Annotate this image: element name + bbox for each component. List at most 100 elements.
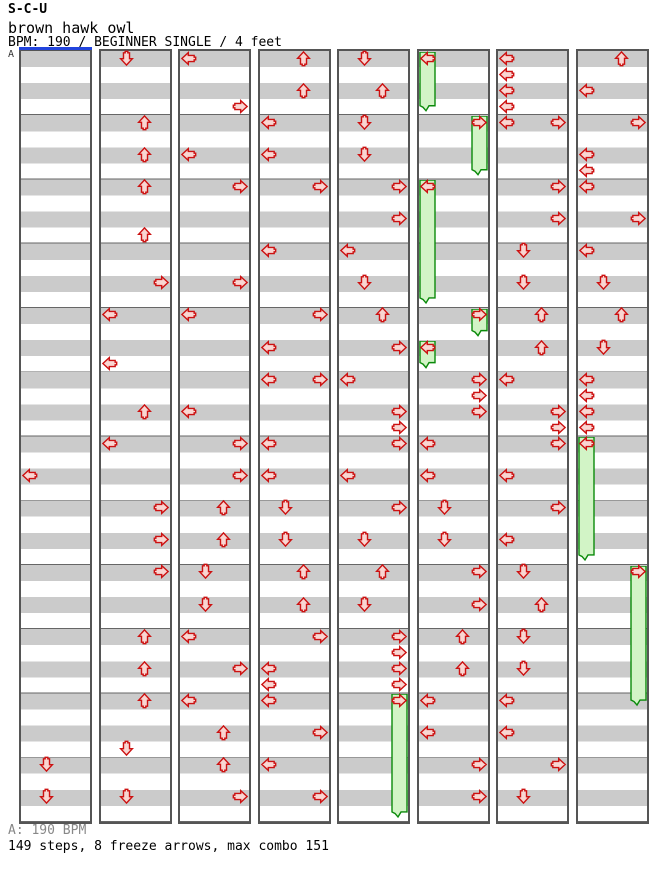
note-arrow-left bbox=[578, 436, 595, 451]
note-arrow-up bbox=[613, 307, 629, 323]
freeze-bar-right bbox=[630, 565, 647, 707]
note-arrow-down bbox=[516, 660, 532, 676]
note-arrow-down bbox=[198, 564, 214, 580]
note-arrow-right bbox=[391, 403, 407, 419]
note-arrow-left bbox=[180, 628, 197, 644]
note-arrow-down bbox=[198, 596, 214, 612]
note-arrow-left bbox=[578, 146, 595, 162]
note-arrow-up bbox=[533, 596, 549, 612]
note-arrow-right bbox=[391, 660, 407, 676]
note-arrow-left bbox=[180, 692, 197, 708]
note-arrow-left bbox=[260, 146, 277, 162]
note-arrow-up bbox=[136, 660, 152, 677]
note-arrow-left bbox=[578, 419, 595, 435]
note-arrow-up bbox=[215, 500, 231, 516]
note-arrow-up bbox=[215, 532, 231, 548]
note-arrow-right bbox=[391, 179, 407, 194]
footer-stats-text: 149 steps, 8 freeze arrows, max combo 15… bbox=[8, 839, 329, 854]
note-arrow-left bbox=[578, 371, 595, 387]
note-arrow-right bbox=[153, 532, 169, 548]
note-arrow-down bbox=[119, 740, 135, 757]
note-arrow-left bbox=[339, 243, 356, 259]
note-arrow-right bbox=[312, 371, 328, 387]
note-arrow-right bbox=[550, 500, 566, 516]
note-arrow-right bbox=[391, 676, 407, 692]
note-arrow-right bbox=[232, 275, 248, 291]
note-arrow-down bbox=[278, 499, 294, 516]
note-arrow-left bbox=[339, 468, 356, 484]
note-arrow-left bbox=[260, 436, 277, 451]
note-arrow-down bbox=[596, 339, 612, 355]
note-arrow-left bbox=[498, 468, 515, 484]
note-arrow-down bbox=[596, 274, 612, 291]
note-arrow-right bbox=[391, 692, 407, 708]
note-arrow-left bbox=[260, 114, 277, 130]
freeze-bar-right bbox=[391, 694, 408, 819]
note-arrow-right bbox=[391, 211, 407, 227]
note-arrow-left bbox=[21, 468, 38, 484]
note-arrow-left bbox=[180, 50, 197, 66]
note-arrow-up bbox=[374, 307, 390, 323]
note-arrow-down bbox=[437, 531, 453, 548]
note-arrow-left bbox=[260, 339, 277, 355]
note-arrow-right bbox=[312, 628, 328, 644]
note-arrow-right bbox=[153, 275, 169, 291]
note-arrow-down bbox=[516, 628, 532, 644]
note-arrow-right bbox=[232, 98, 248, 114]
note-arrow-right bbox=[550, 211, 566, 227]
song-name: brown hawk owl bbox=[8, 19, 135, 37]
note-arrow-right bbox=[391, 628, 407, 644]
note-arrow-left bbox=[101, 436, 118, 451]
note-arrow-right bbox=[550, 757, 566, 773]
note-arrow-right bbox=[391, 500, 407, 516]
note-arrow-right bbox=[232, 179, 248, 194]
note-arrow-up bbox=[295, 50, 311, 66]
note-arrow-left bbox=[260, 660, 277, 676]
note-arrow-left bbox=[260, 676, 277, 692]
measure-panel-8 bbox=[576, 49, 649, 824]
note-arrow-right bbox=[471, 403, 487, 419]
footer-bpm-text: A: 190 BPM bbox=[8, 823, 87, 838]
note-arrow-up bbox=[215, 724, 231, 741]
note-arrow-left bbox=[498, 98, 515, 114]
note-arrow-right bbox=[232, 468, 248, 484]
freeze-bar-left bbox=[419, 180, 436, 305]
note-arrow-down bbox=[357, 146, 373, 163]
note-arrow-right bbox=[550, 114, 566, 130]
note-arrow-right bbox=[471, 387, 487, 403]
note-arrow-down bbox=[357, 531, 373, 548]
note-arrow-down bbox=[357, 596, 373, 612]
note-arrow-right bbox=[391, 644, 407, 660]
note-arrow-down bbox=[516, 788, 532, 805]
measure-panel-2 bbox=[99, 49, 172, 824]
measure-panel-6 bbox=[417, 49, 490, 824]
note-arrow-up bbox=[136, 227, 152, 243]
note-arrow-left bbox=[498, 66, 515, 82]
note-arrow-up bbox=[215, 756, 231, 773]
note-arrow-right bbox=[153, 564, 169, 580]
note-arrow-right bbox=[153, 500, 169, 516]
measure-panel-5 bbox=[337, 49, 410, 824]
note-arrow-up bbox=[374, 564, 390, 580]
note-arrow-left bbox=[578, 387, 595, 403]
note-arrow-right bbox=[391, 436, 407, 451]
note-arrow-right bbox=[550, 436, 566, 451]
note-arrow-right bbox=[232, 436, 248, 451]
note-arrow-right bbox=[312, 789, 328, 805]
note-arrow-right bbox=[471, 564, 487, 580]
note-arrow-right bbox=[471, 114, 487, 130]
note-arrow-right bbox=[312, 725, 328, 741]
note-arrow-right bbox=[630, 211, 646, 227]
note-arrow-left bbox=[498, 371, 515, 387]
note-arrow-up bbox=[295, 596, 311, 612]
note-arrow-left bbox=[498, 82, 515, 98]
note-arrow-up bbox=[533, 307, 549, 323]
note-arrow-right bbox=[312, 307, 328, 323]
measure-panel-1 bbox=[19, 49, 92, 824]
note-arrow-left bbox=[498, 50, 515, 66]
note-arrow-left bbox=[339, 371, 356, 387]
note-arrow-right bbox=[630, 564, 646, 580]
note-arrow-right bbox=[550, 179, 566, 194]
note-arrow-up bbox=[136, 178, 152, 195]
measure-panel-3 bbox=[178, 49, 251, 824]
